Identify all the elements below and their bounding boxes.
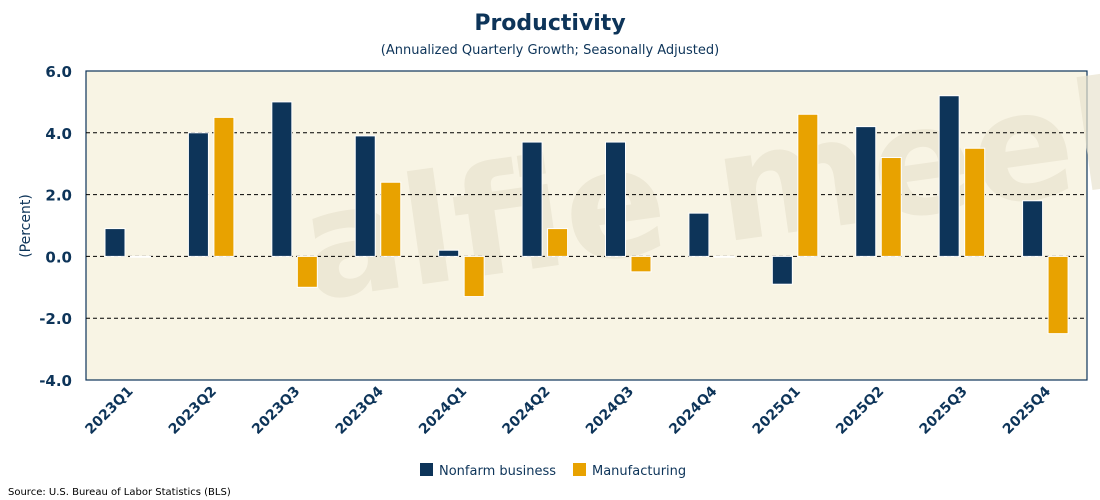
bar-manufacturing (380, 181, 402, 257)
bar-nonfarm (1022, 200, 1044, 257)
chart-title: Productivity (474, 11, 625, 36)
bar-manufacturing (630, 255, 652, 273)
x-tick-label: 2023Q2 (166, 384, 220, 438)
bar-manufacturing (547, 228, 569, 257)
y-tick-label: 6.0 (45, 63, 72, 81)
source-note: Source: U.S. Bureau of Labor Statistics … (8, 487, 231, 498)
bar-nonfarm (855, 126, 877, 257)
bar-manufacturing (1047, 255, 1069, 335)
legend-swatch-manufacturing (573, 463, 586, 476)
x-tick-label: 2024Q1 (416, 384, 470, 438)
bar-nonfarm (771, 255, 793, 285)
y-axis-label: (Percent) (18, 194, 34, 258)
plot-area (85, 70, 1088, 381)
bar-manufacturing (797, 113, 819, 257)
x-tick-label: 2025Q1 (750, 384, 804, 438)
bar-nonfarm (938, 95, 960, 257)
bar-manufacturing (463, 255, 485, 298)
bar-nonfarm (187, 132, 209, 257)
bar-manufacturing (213, 116, 235, 257)
y-tick-label: -2.0 (39, 310, 72, 328)
bar-nonfarm (271, 101, 293, 257)
bar-nonfarm (438, 249, 460, 257)
bar-nonfarm (354, 135, 376, 257)
bar-nonfarm (688, 212, 710, 257)
legend-swatch-nonfarm (420, 463, 433, 476)
x-tick-label: 2025Q3 (917, 384, 971, 438)
x-tick-label: 2025Q4 (1000, 383, 1054, 437)
x-tick-label: 2023Q3 (249, 384, 303, 438)
x-tick-label: 2023Q1 (82, 384, 136, 438)
y-tick-label: -4.0 (39, 372, 72, 390)
bar-manufacturing (880, 157, 902, 257)
x-tick-label: 2023Q4 (333, 383, 387, 437)
y-tick-label: 4.0 (45, 125, 72, 143)
bar-nonfarm (104, 228, 126, 257)
y-tick-label: 2.0 (45, 187, 72, 205)
y-tick-label: 0.0 (45, 248, 72, 266)
x-tick-label: 2024Q2 (499, 384, 553, 438)
bar-manufacturing (130, 255, 151, 258)
chart-subtitle: (Annualized Quarterly Growth; Seasonally… (381, 43, 719, 58)
legend: Nonfarm business Manufacturing (420, 463, 686, 479)
bar-manufacturing (964, 147, 986, 257)
bar-nonfarm (521, 141, 543, 257)
bar-manufacturing (296, 255, 318, 288)
bar-manufacturing (713, 255, 735, 258)
bar-nonfarm (605, 141, 626, 257)
legend-label-nonfarm: Nonfarm business (439, 464, 556, 479)
x-tick-label: 2024Q3 (583, 384, 637, 438)
x-tick-label: 2025Q2 (833, 384, 887, 438)
x-tick-label: 2024Q4 (666, 383, 720, 437)
legend-label-manufacturing: Manufacturing (592, 464, 686, 479)
